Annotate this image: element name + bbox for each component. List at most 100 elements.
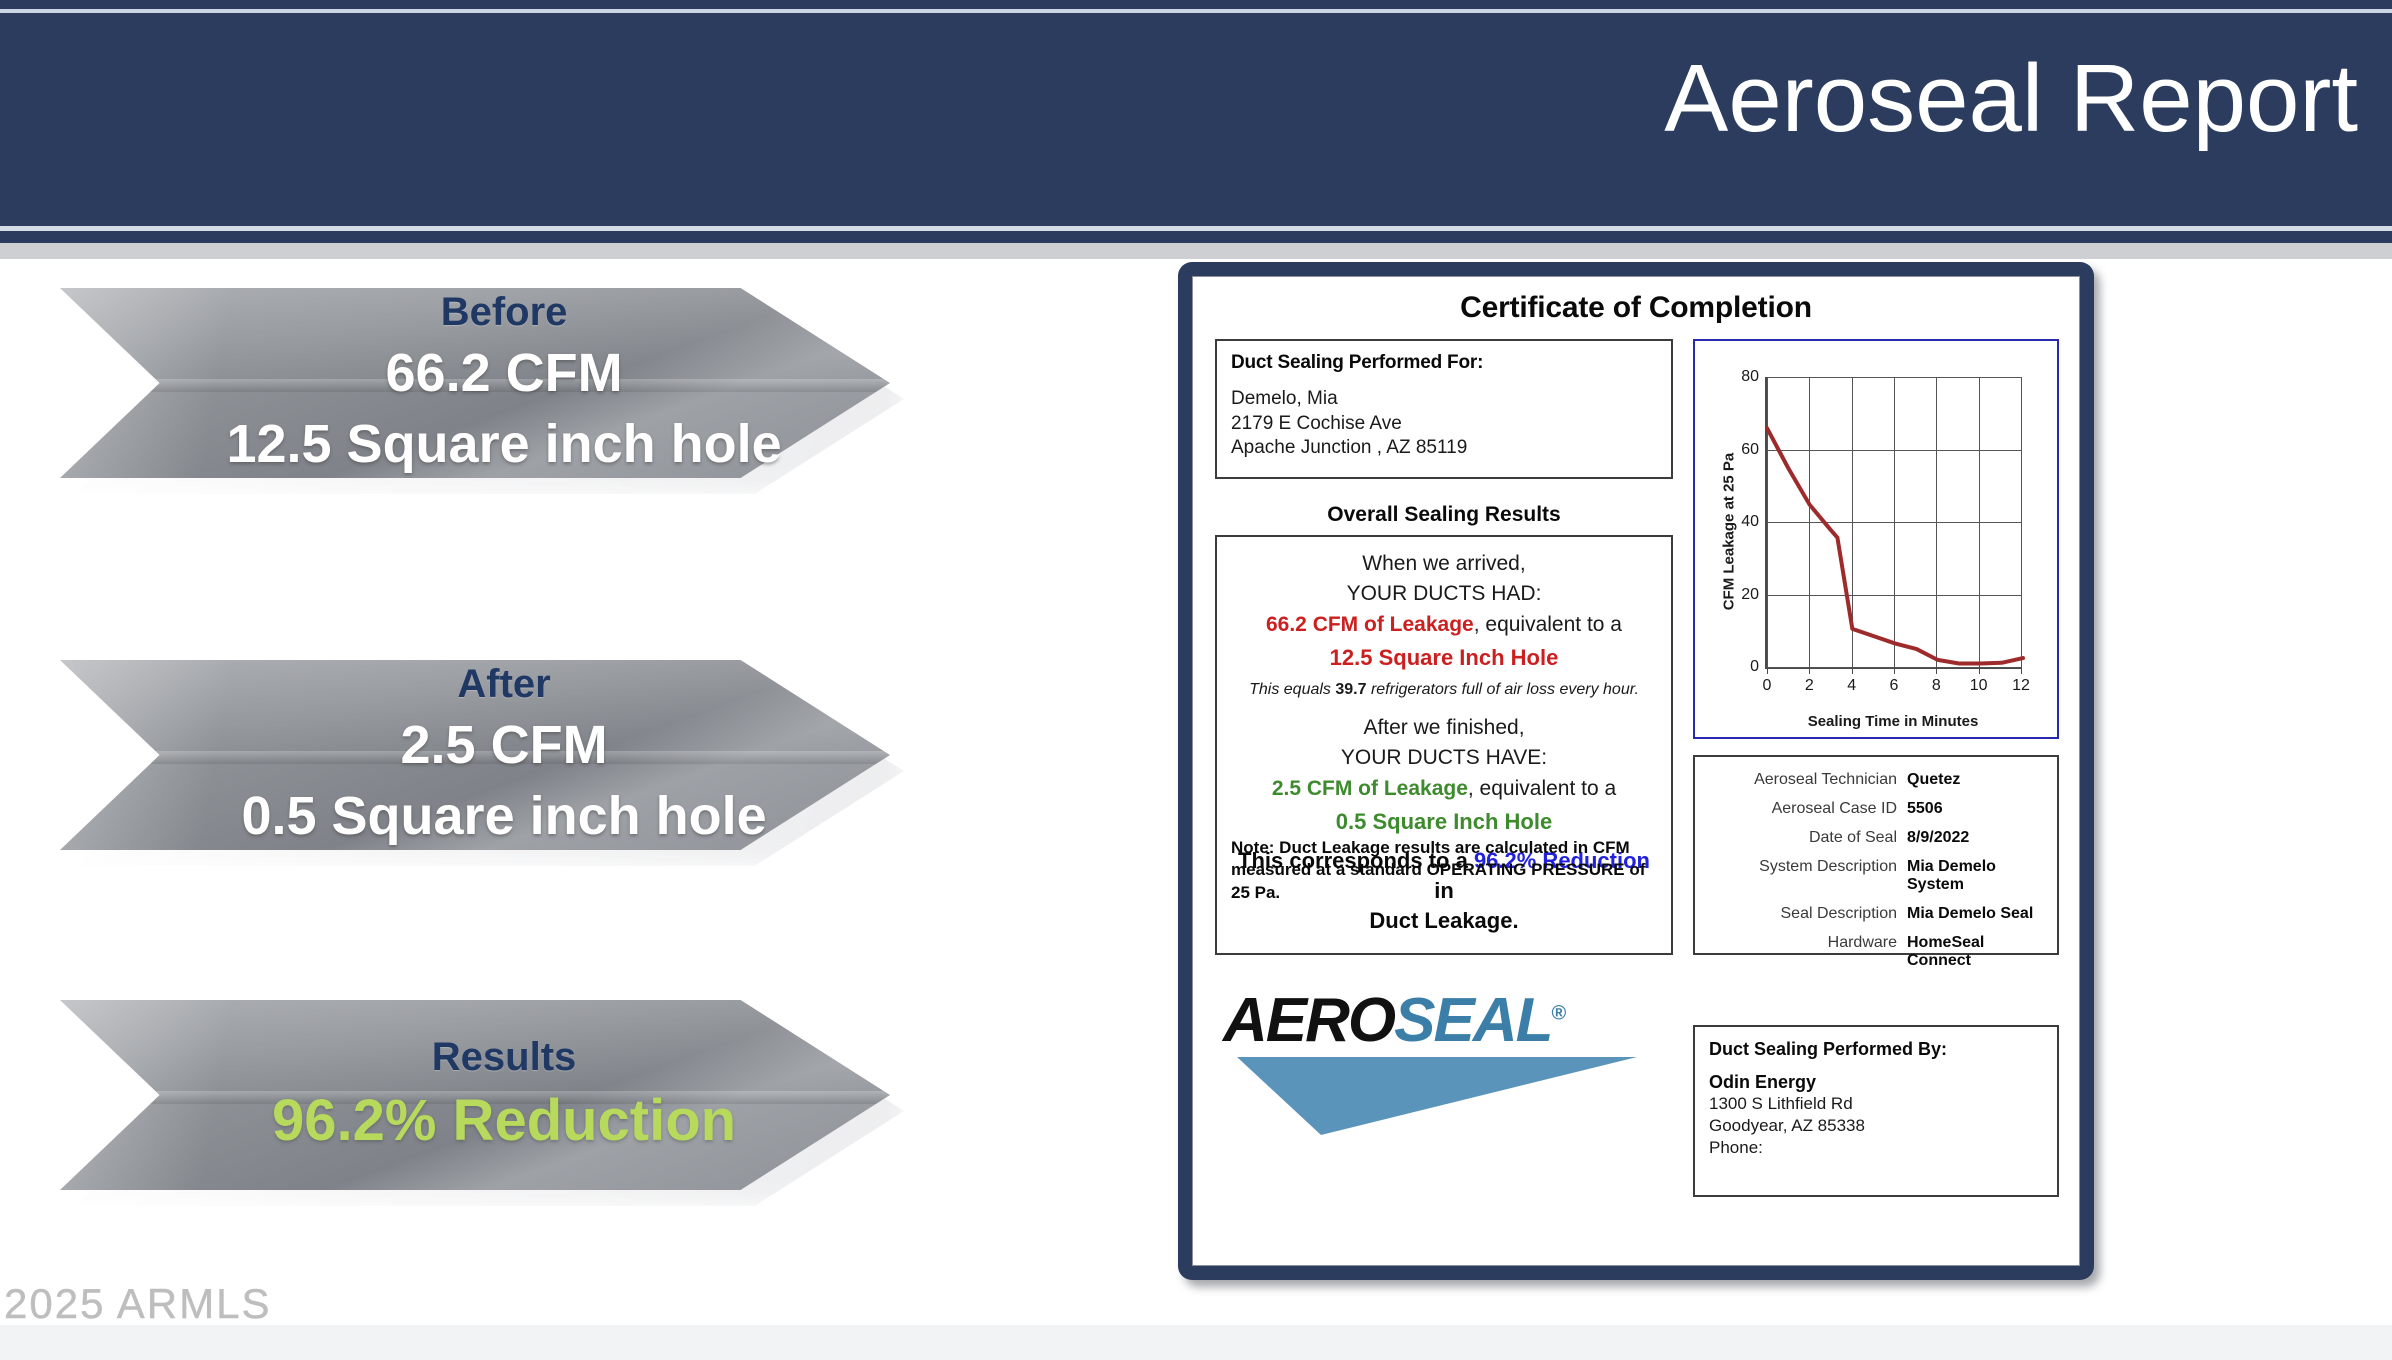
after-cfm-value: 2.5 CFM of Leakage — [1271, 776, 1468, 800]
xtick-mark — [1894, 667, 1895, 674]
xtick-mark — [1767, 667, 1768, 674]
before-leakage-line: 66.2 CFM of Leakage, equivalent to a — [1227, 610, 1661, 640]
footer-band — [0, 1325, 2392, 1360]
performed-by-address1: 1300 S Lithfield Rd — [1709, 1094, 1853, 1113]
xtick-mark — [1851, 667, 1853, 674]
seal-detail-value: 8/9/2022 — [1907, 829, 1970, 846]
header-bottom-strip — [0, 231, 2392, 243]
chart-ytick-80: 80 — [1741, 368, 1759, 385]
armls-watermark: 2025 ARMLS — [4, 1280, 272, 1327]
chart-ytick-60: 60 — [1741, 440, 1759, 458]
certificate-body: Duct Sealing Performed For: Demelo, Mia … — [1193, 325, 2079, 1255]
chart-xtick-10: 10 — [1969, 677, 1988, 694]
reduction-value: 96.2% Reduction — [1473, 848, 1650, 874]
gridline-x-0: 0 — [1763, 377, 1771, 694]
certificate-document: Certificate of Completion Duct Sealing P… — [1192, 276, 2080, 1266]
performed-by-address2: Goodyear, AZ 85338 — [1709, 1116, 1865, 1136]
chart-xtick-0: 0 — [1762, 677, 1772, 694]
after-leakage-line: 2.5 CFM of Leakage, equivalent to a — [1227, 774, 1661, 804]
xtick-mark — [1936, 667, 1938, 674]
chart-xtick-2: 2 — [1804, 677, 1814, 694]
chart-ytick-20: 20 — [1741, 585, 1759, 603]
chevron-results-label: Results — [431, 1035, 577, 1080]
chevron-after-label: After — [457, 662, 551, 707]
arrived-line-1: When we arrived, — [1362, 552, 1526, 575]
chevron-before-value1: 66.2 CFM — [385, 343, 623, 404]
customer-name: Demelo, Mia — [1231, 388, 1338, 409]
xtick-mark — [1978, 667, 1980, 674]
certificate-title: Certificate of Completion — [1460, 291, 1812, 324]
seal-detail-row: Seal Description Mia Demelo Seal — [1711, 905, 2041, 923]
before-equiv-text: , equivalent to a — [1473, 612, 1622, 636]
arrived-line-2: YOUR DUCTS HAD: — [1346, 582, 1542, 606]
performed-by-phone: Phone: — [1709, 1138, 1763, 1158]
chart-ytick-40: 40 — [1741, 513, 1759, 530]
seal-details-list: Aeroseal Technician Quetez Aeroseal Case I… — [1711, 771, 2041, 970]
seal-detail-value: Quetez — [1907, 771, 1961, 788]
seal-detail-value: Mia Demelo Seal — [1907, 905, 2034, 922]
seal-detail-value: Mia Demelo System — [1907, 858, 1996, 893]
seal-detail-label: Aeroseal Technician — [1754, 771, 1897, 788]
after-equiv-text: , equivalent to a — [1467, 776, 1617, 800]
logo-aero-part: AERO — [1223, 986, 1396, 1055]
gridline-x-10: 10 — [1970, 377, 1988, 694]
header-hairline — [0, 9, 2392, 13]
logo-seal-part: SEAL — [1394, 986, 1553, 1055]
customer-address1: 2179 E Cochise Ave — [1231, 412, 1402, 434]
chevron-results-value: 96.2% Reduction — [271, 1088, 737, 1154]
finished-line-1: After we finished, — [1363, 715, 1525, 739]
performed-by-box: Duct Sealing Performed By: Odin Energy 1… — [1693, 1025, 2059, 1197]
xtick-mark — [2021, 667, 2022, 674]
xtick-mark — [1809, 667, 1811, 674]
before-hole-value: 12.5 Square Inch Hole — [1329, 645, 1559, 671]
reduction-statement-line2: Duct Leakage. — [1369, 907, 1519, 933]
refrigerator-equivalence: This equals 39.7 refrigerators full of a… — [1227, 676, 1661, 703]
chevron-after-value2: 0.5 Square inch hole — [241, 786, 767, 846]
chevron-before-value2: 12.5 Square inch hole — [226, 414, 782, 474]
certificate-frame: Certificate of Completion Duct Sealing P… — [1178, 262, 2094, 1280]
chevron-before-content: Before 66.2 CFM 12.5 Square inch hole — [60, 288, 890, 478]
logo-triangle-icon — [1237, 1057, 1637, 1135]
gridline-x-12: 12 — [2012, 377, 2030, 694]
fridge-post: refrigerators full of air loss every hou… — [1366, 680, 1639, 698]
before-cfm-value: 66.2 CFM of Leakage — [1265, 612, 1474, 636]
chevron-before: Before 66.2 CFM 12.5 Square inch hole — [60, 288, 904, 494]
gridline-x-6: 6 — [1890, 377, 1898, 694]
performed-for-heading: Duct Sealing Performed For: — [1231, 352, 1484, 373]
page-title: Aeroseal Report — [1664, 45, 2358, 152]
chart-data-line — [1765, 426, 2025, 666]
chart-x-axis-title: Sealing Time in Minutes — [1807, 713, 1979, 730]
gridline-x-4: 4 — [1847, 377, 1856, 694]
gridline-x-8: 8 — [1932, 377, 1941, 694]
customer-address2: Apache Junction , AZ 85119 — [1231, 437, 1468, 459]
seal-detail-label: Date of Seal — [1808, 829, 1897, 846]
reduction-statement: This corresponds to a 96.2% Reduction in… — [1227, 846, 1661, 935]
seal-detail-row: Aeroseal Case ID 5506 — [1711, 800, 2041, 818]
chart-xtick-12: 12 — [2012, 677, 2030, 694]
gridline-x-2: 2 — [1805, 377, 1814, 694]
seal-detail-row: Hardware HomeSeal Connect — [1711, 934, 2041, 970]
overall-sealing-results-box: When we arrived, YOUR DUCTS HAD: 66.2 CF… — [1215, 535, 1673, 955]
chevron-results: Results 96.2% Reduction — [60, 1000, 904, 1206]
logo-registered-mark: ® — [1551, 1002, 1567, 1025]
overall-sealing-results-heading: Overall Sealing Results — [1327, 503, 1561, 526]
fridge-pre: This equals — [1249, 680, 1336, 698]
chevron-before-label: Before — [440, 290, 568, 335]
chevron-after: After 2.5 CFM 0.5 Square inch hole — [60, 660, 904, 866]
seal-detail-label: System Description — [1759, 858, 1897, 875]
aeroseal-logo-text: AEROSEAL® — [1223, 985, 1663, 1056]
seal-detail-value: HomeSeal Connect — [1907, 934, 1985, 969]
corresponds-post: in — [1434, 877, 1454, 903]
seal-detail-row: Aeroseal Technician Quetez — [1711, 771, 2041, 789]
performed-for-address: Demelo, Mia 2179 E Cochise Ave Apache Ju… — [1231, 387, 1657, 461]
chevron-after-value1: 2.5 CFM — [400, 715, 608, 776]
seal-detail-label: Seal Description — [1780, 905, 1898, 922]
leakage-chart: CFM Leakage at 25 Pa 80 60 40 20 0 0 2 4… — [1693, 339, 2059, 739]
finished-line-2: YOUR DUCTS HAVE: — [1340, 746, 1548, 770]
chart-xtick-4: 4 — [1847, 677, 1857, 694]
chevron-results-content: Results 96.2% Reduction — [60, 1000, 890, 1190]
seal-detail-label: Aeroseal Case ID — [1771, 800, 1897, 817]
chart-ytick-0: 0 — [1750, 658, 1759, 675]
seal-detail-row: Date of Seal 8/9/2022 — [1711, 829, 2041, 847]
